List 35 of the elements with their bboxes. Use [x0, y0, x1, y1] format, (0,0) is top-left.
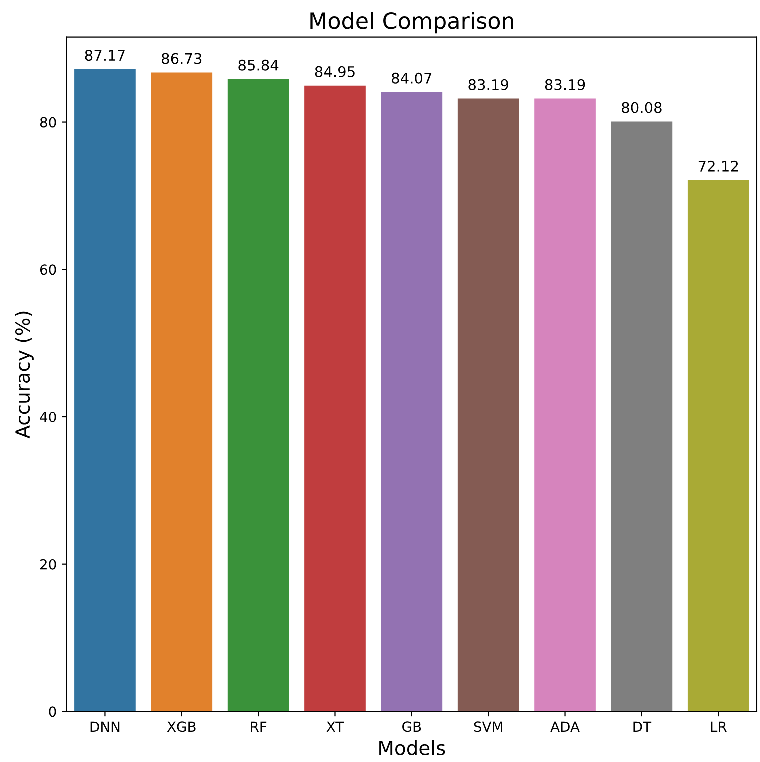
y-tick-label: 0: [49, 706, 56, 718]
x-tick-label: DNN: [90, 722, 120, 732]
bar: [534, 98, 596, 712]
data-label: 84.95: [315, 66, 355, 78]
data-label: 86.73: [162, 53, 202, 64]
data-label: 83.19: [468, 79, 508, 90]
bar: [151, 72, 213, 712]
chart-title: Model Comparison: [310, 12, 514, 34]
y-tick-label: 80: [40, 117, 56, 128]
x-tick-label: SVM: [474, 722, 502, 732]
data-label: 85.84: [238, 60, 279, 71]
x-tick-label: DT: [634, 722, 652, 732]
y-axis-title: Accuracy (%): [15, 312, 34, 439]
x-tick-label: XGB: [167, 722, 196, 732]
bar: [228, 79, 290, 712]
y-tick-label: 60: [40, 264, 56, 276]
data-label: 83.19: [545, 79, 586, 90]
bar: [74, 69, 136, 712]
y-tick-label: 40: [40, 412, 56, 422]
data-label: 84.07: [392, 72, 432, 84]
bar: [458, 98, 520, 712]
bar: [381, 92, 443, 712]
bar: [304, 86, 366, 712]
bar: [688, 180, 750, 712]
x-tick-label: LR: [711, 722, 727, 732]
x-tick-label: ADA: [550, 722, 580, 732]
bar: [611, 122, 673, 712]
x-tick-label: RF: [251, 722, 267, 732]
data-label: 80.08: [622, 102, 662, 114]
x-tick-label: XT: [326, 722, 344, 732]
x-tick-label: GB: [402, 722, 422, 732]
y-tick-label: 20: [40, 559, 56, 570]
x-axis-title: Models: [380, 740, 446, 756]
data-label: 72.12: [698, 160, 738, 172]
data-label: 87.17: [85, 50, 125, 62]
